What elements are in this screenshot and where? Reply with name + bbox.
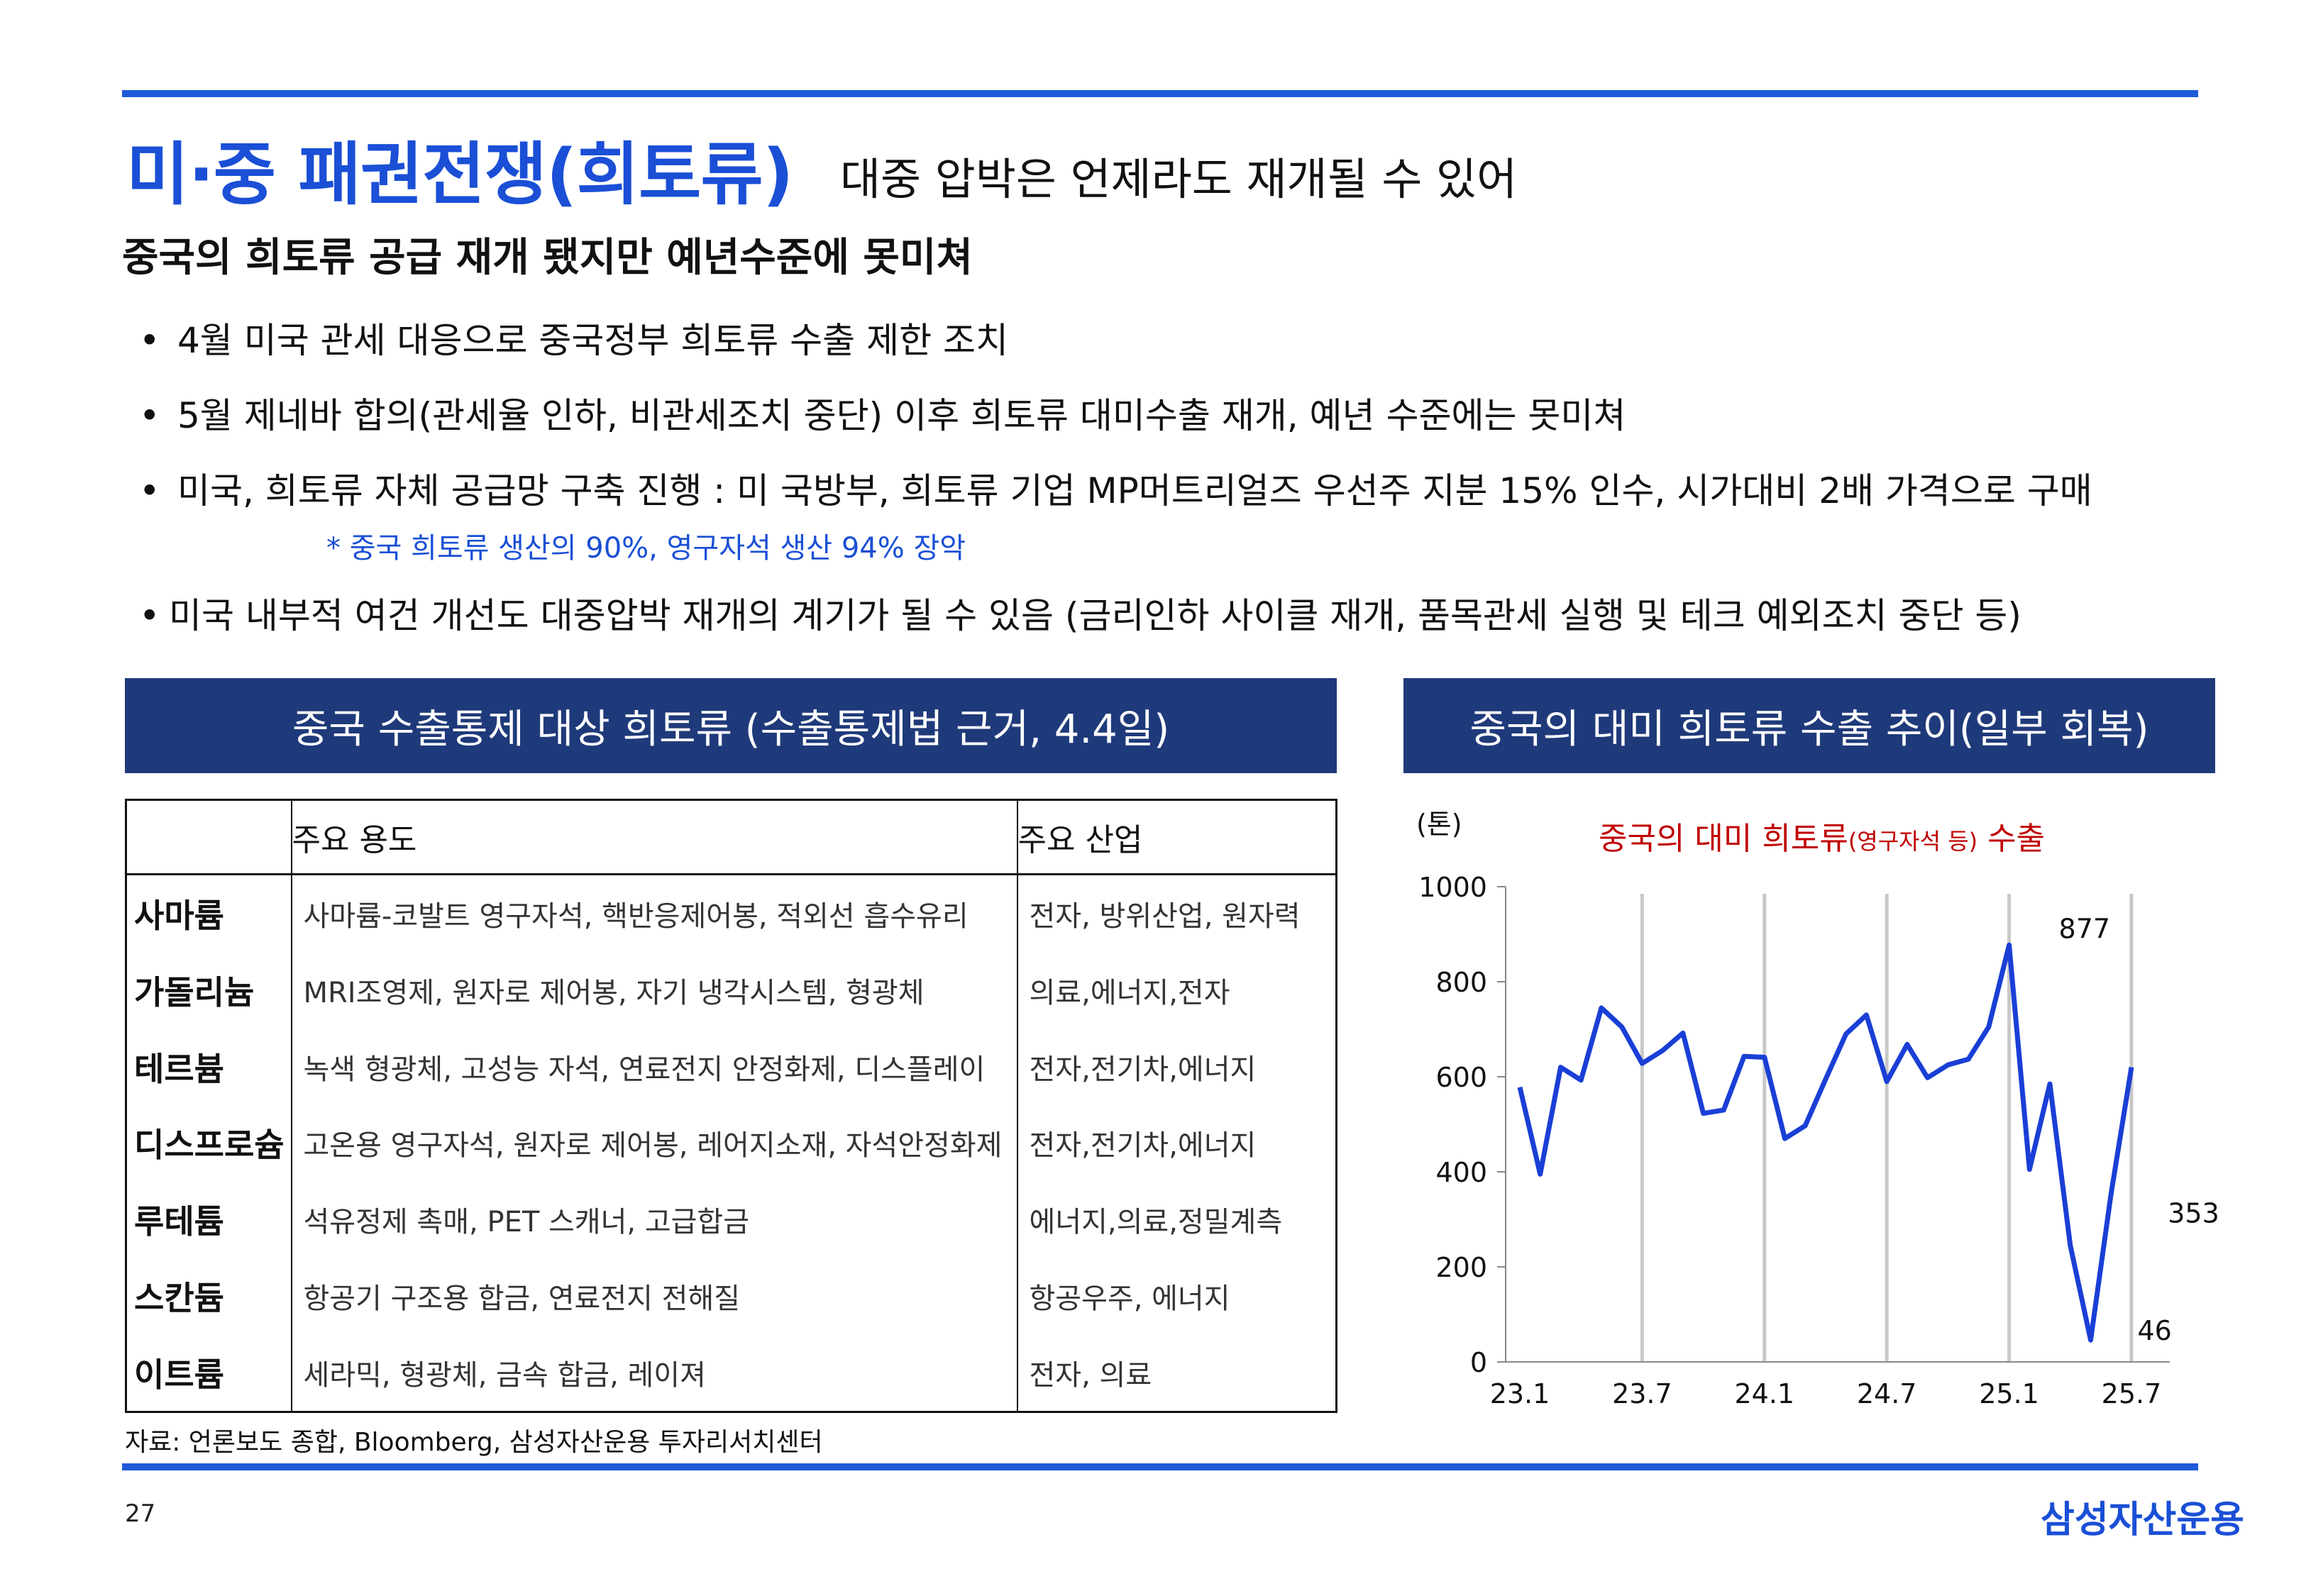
element-use: 사마륨-코발트 영구자석, 핵반응제어봉, 적외선 흡수유리 [291, 874, 1018, 953]
chart-title: 중국의 대미 희토류(영구자석 등) 수출 [1599, 821, 2045, 857]
bullet-text: 미국, 희토류 자체 공급망 구축 진행 : 미 국방부, 희토류 기업 MP머… [177, 470, 2092, 511]
y-tick-label: 800 [1435, 967, 1487, 998]
bullet-text: 미국 내부적 여건 개선도 대중압박 재개의 계기가 될 수 있음 (금리인하 … [169, 595, 2021, 636]
export-line-chart: 중국의 대미 희토류(영구자석 등) 수출 (톤) 0 200 400 600 800 100… [1416, 809, 2219, 1409]
element-name: 가돌리늄 [126, 952, 292, 1029]
table-row: 디스프로슘 고온용 영구자석, 원자로 제어봉, 레어지소재, 자석안정화제 전… [126, 1104, 1337, 1182]
bottom-rule [122, 1463, 2198, 1470]
element-name: 사마륨 [126, 874, 292, 953]
element-name: 스칸듐 [126, 1257, 292, 1334]
element-industry: 의료,에너지,전자 [1029, 977, 1230, 1010]
element-use: 석유정제 촉매, PET 스캐너, 고급합금 [291, 1181, 1018, 1258]
element-name: 디스프로슘 [126, 1104, 292, 1182]
table-row: 루테튬 석유정제 촉매, PET 스캐너, 고급합금 에너지,의료,정밀계측 [126, 1181, 1337, 1258]
x-tick-label: 25.1 [1979, 1378, 2039, 1409]
element-name: 루테튬 [126, 1181, 292, 1258]
header-use: 주요 용도 [291, 799, 1018, 875]
x-tick-label: 23.7 [1612, 1378, 1672, 1409]
table-row: 이트륨 세라믹, 형광체, 금속 합금, 레이져 전자, 의료 [126, 1334, 1337, 1412]
data-label: 46 [2137, 1315, 2171, 1346]
element-industry: 전자, 방위산업, 원자력 [1029, 900, 1301, 933]
source-note: 자료: 언론보도 종합, Bloomberg, 삼성자산운용 투자리서치센터 [125, 1428, 823, 1457]
element-industry: 에너지,의료,정밀계측 [1029, 1206, 1283, 1239]
element-industry: 전자,전기차,에너지 [1029, 1129, 1257, 1163]
page-title: 미·중 패권전쟁(희토류) [126, 135, 794, 214]
y-tick-label: 200 [1435, 1252, 1487, 1283]
bullet-item: • 5월 제네바 합의(관세율 인하, 비관세조치 중단) 이후 희토류 대미수출… [139, 387, 1626, 438]
element-use: 녹색 형광체, 고성능 자석, 연료전지 안정화제, 디스플레이 [291, 1029, 1018, 1105]
bullet-item: • 4월 미국 관세 대응으로 중국정부 희토류 수출 제한 조치 [139, 312, 1008, 363]
table-row: 스칸듐 항공기 구조용 합금, 연료전지 전해질 항공우주, 에너지 [126, 1257, 1337, 1334]
element-industry: 전자,전기차,에너지 [1029, 1053, 1257, 1086]
brand-logo-text: 삼성자산운용 [2041, 1499, 2245, 1541]
bullet-marker: • [139, 470, 160, 511]
y-tick-label: 0 [1470, 1347, 1487, 1378]
table-header-row: 주요 용도 주요 산업 [126, 799, 1337, 875]
element-name: 테르븀 [126, 1029, 292, 1105]
y-tick-label: 600 [1435, 1062, 1487, 1093]
rare-earth-table: 주요 용도 주요 산업 사마륨 사마륨-코발트 영구자석, 핵반응제어봉, 적외… [125, 799, 1337, 1413]
y-tick-label: 400 [1435, 1157, 1487, 1188]
right-panel-banner: 중국의 대미 희토류 수출 추이(일부 회복) [1403, 678, 2215, 773]
bullet-item: • 미국, 희토류 자체 공급망 구축 진행 : 미 국방부, 희토류 기업 MP… [139, 462, 2092, 514]
element-use: MRI조영제, 원자로 제어봉, 자기 냉각시스템, 형광체 [291, 952, 1018, 1029]
data-label: 353 [2168, 1197, 2219, 1229]
element-use: 항공기 구조용 합금, 연료전지 전해질 [291, 1257, 1018, 1334]
x-tick-label: 24.7 [1857, 1378, 1917, 1409]
header-name [126, 799, 292, 875]
y-axis-unit-label: (톤) [1416, 809, 1462, 840]
element-industry: 전자, 의료 [1029, 1358, 1152, 1392]
bullet-marker: • [139, 395, 160, 436]
header-industry: 주요 산업 [1017, 799, 1337, 875]
bullet-text: 4월 미국 관세 대응으로 중국정부 희토류 수출 제한 조치 [177, 320, 1008, 361]
page-subtitle: 대중 압박은 언제라도 재개될 수 있어 [840, 153, 1518, 205]
y-tick-label: 1000 [1418, 872, 1487, 903]
element-use: 세라믹, 형광체, 금속 합금, 레이져 [291, 1334, 1018, 1412]
data-label: 877 [2059, 913, 2111, 944]
element-name: 이트륨 [126, 1334, 292, 1412]
section-headline: 중국의 희토류 공급 재개 됐지만 예년수준에 못미쳐 [122, 235, 973, 281]
element-use: 고온용 영구자석, 원자로 제어봉, 레어지소재, 자석안정화제 [291, 1104, 1018, 1182]
table-row: 사마륨 사마륨-코발트 영구자석, 핵반응제어봉, 적외선 흡수유리 전자, 방… [126, 874, 1337, 953]
bullet-marker: • [139, 595, 160, 636]
table-row: 테르븀 녹색 형광체, 고성능 자석, 연료전지 안정화제, 디스플레이 전자,… [126, 1029, 1337, 1105]
x-tick-label: 25.7 [2102, 1378, 2162, 1409]
bullet-text: 5월 제네바 합의(관세율 인하, 비관세조치 중단) 이후 희토류 대미수출 … [177, 395, 1626, 436]
table-row: 가돌리늄 MRI조영제, 원자로 제어봉, 자기 냉각시스템, 형광체 의료,에… [126, 952, 1337, 1029]
page-number: 27 [125, 1500, 156, 1528]
element-industry: 항공우주, 에너지 [1029, 1282, 1230, 1315]
top-rule [122, 90, 2198, 97]
series-line [1517, 942, 2134, 1343]
x-tick-label: 23.1 [1490, 1378, 1550, 1409]
footnote-note: * 중국 희토류 생산의 90%, 영구자석 생산 94% 장악 [326, 532, 966, 565]
bullet-item: • 미국 내부적 여건 개선도 대중압박 재개의 계기가 될 수 있음 (금리인하… [139, 587, 2021, 638]
x-tick-label: 24.1 [1734, 1378, 1794, 1409]
left-panel-banner: 중국 수출통제 대상 희토류 (수출통제법 근거, 4.4일) [125, 678, 1337, 773]
bullet-marker: • [139, 320, 160, 361]
